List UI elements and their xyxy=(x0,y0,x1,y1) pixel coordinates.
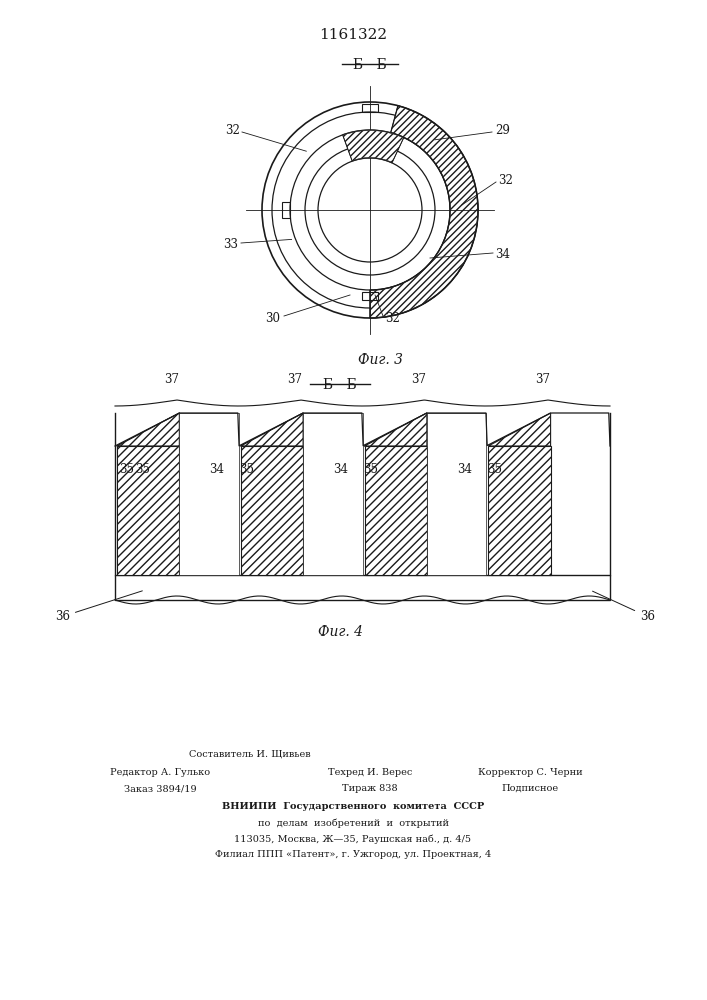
Text: Корректор С. Черни: Корректор С. Черни xyxy=(478,768,583,777)
Text: 34: 34 xyxy=(209,463,224,476)
Text: Составитель И. Щивьев: Составитель И. Щивьев xyxy=(189,750,311,759)
Polygon shape xyxy=(489,413,551,446)
Polygon shape xyxy=(180,413,239,575)
Text: Фиг. 4: Фиг. 4 xyxy=(317,625,363,639)
Wedge shape xyxy=(343,130,404,163)
Text: 33: 33 xyxy=(223,238,238,251)
Polygon shape xyxy=(241,446,303,575)
Text: 35: 35 xyxy=(119,463,134,476)
Text: Техред И. Верес: Техред И. Верес xyxy=(328,768,412,777)
Text: 32: 32 xyxy=(385,312,400,324)
Text: Б - Б: Б - Б xyxy=(353,58,387,72)
Text: 37: 37 xyxy=(164,373,179,386)
Text: Филиал ППП «Патент», г. Ужгород, ул. Проектная, 4: Филиал ППП «Патент», г. Ужгород, ул. Про… xyxy=(215,850,491,859)
Polygon shape xyxy=(241,413,303,446)
Text: Б - Б: Б - Б xyxy=(323,378,357,392)
Text: 35: 35 xyxy=(363,463,378,476)
Text: ВНИИПИ  Государственного  комитета  СССР: ВНИИПИ Государственного комитета СССР xyxy=(222,802,484,811)
Polygon shape xyxy=(303,413,363,575)
Text: 1161322: 1161322 xyxy=(319,28,387,42)
Text: 32: 32 xyxy=(498,174,513,186)
Text: 113035, Москва, Ж—35, Раушская наб., д. 4/5: 113035, Москва, Ж—35, Раушская наб., д. … xyxy=(235,834,472,844)
Polygon shape xyxy=(365,446,427,575)
Text: 35: 35 xyxy=(239,463,255,476)
Text: Фиг. 3: Фиг. 3 xyxy=(358,353,402,367)
Text: по  делам  изобретений  и  открытий: по делам изобретений и открытий xyxy=(257,818,448,828)
Text: 29: 29 xyxy=(495,123,510,136)
Polygon shape xyxy=(117,446,180,575)
Text: 34: 34 xyxy=(333,463,348,476)
Text: Тираж 838: Тираж 838 xyxy=(342,784,398,793)
Text: 36: 36 xyxy=(55,591,142,623)
Text: 30: 30 xyxy=(265,312,280,324)
Text: 34: 34 xyxy=(457,463,472,476)
Text: 36: 36 xyxy=(592,591,655,623)
Polygon shape xyxy=(489,446,551,575)
Text: 37: 37 xyxy=(535,373,550,386)
Text: Заказ 3894/19: Заказ 3894/19 xyxy=(124,784,197,793)
Text: 37: 37 xyxy=(411,373,426,386)
Polygon shape xyxy=(117,413,180,446)
Text: 34: 34 xyxy=(495,248,510,261)
Text: 32: 32 xyxy=(225,123,240,136)
Text: Подписное: Подписное xyxy=(501,784,559,793)
Text: 37: 37 xyxy=(288,373,303,386)
Text: 35: 35 xyxy=(136,463,151,476)
Polygon shape xyxy=(115,575,610,600)
Text: Редактор А. Гулько: Редактор А. Гулько xyxy=(110,768,210,777)
Wedge shape xyxy=(370,106,477,318)
Text: 35: 35 xyxy=(486,463,502,476)
Polygon shape xyxy=(427,413,486,575)
Polygon shape xyxy=(365,413,427,446)
